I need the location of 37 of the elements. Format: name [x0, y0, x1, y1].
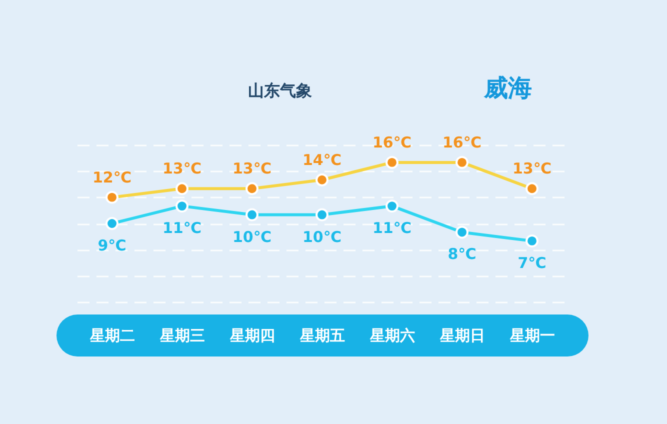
data-label: 11℃ [372, 219, 412, 238]
data-label: 14℃ [302, 150, 342, 169]
point [106, 190, 118, 204]
point [246, 182, 258, 196]
point [526, 234, 538, 248]
x-tick-label: 星期二 [89, 326, 135, 344]
data-label: 13℃ [512, 160, 552, 178]
point [456, 156, 468, 169]
data-label: 9℃ [98, 236, 126, 254]
point [456, 226, 468, 239]
x-tick-label: 星期五 [299, 326, 345, 344]
point [106, 217, 118, 230]
x-tick-label: 星期四 [229, 326, 275, 344]
point [526, 182, 538, 196]
data-label: 11℃ [162, 219, 202, 238]
data-label: 7℃ [518, 254, 546, 272]
data-label: 10℃ [302, 228, 342, 246]
text: 山东气象 [248, 81, 312, 100]
data-label: 16℃ [442, 133, 482, 152]
data-label: 13℃ [162, 160, 202, 178]
point [176, 182, 188, 196]
data-label: 13℃ [232, 160, 272, 178]
data-label: 8℃ [448, 245, 476, 264]
point [386, 200, 398, 213]
data-label: 16℃ [372, 133, 412, 152]
data-label: 10℃ [232, 228, 272, 246]
point [246, 208, 258, 222]
x-tick-label: 星期三 [159, 326, 205, 344]
point [386, 156, 398, 169]
x-tick-label: 星期一 [509, 326, 555, 344]
x-tick-label: 星期日 [439, 326, 485, 344]
chart-title: 威海 [483, 74, 532, 102]
x-tick-label: 星期六 [369, 326, 415, 344]
point [316, 208, 328, 222]
data-label: 12℃ [92, 168, 132, 186]
point [176, 200, 188, 213]
point [316, 173, 328, 186]
